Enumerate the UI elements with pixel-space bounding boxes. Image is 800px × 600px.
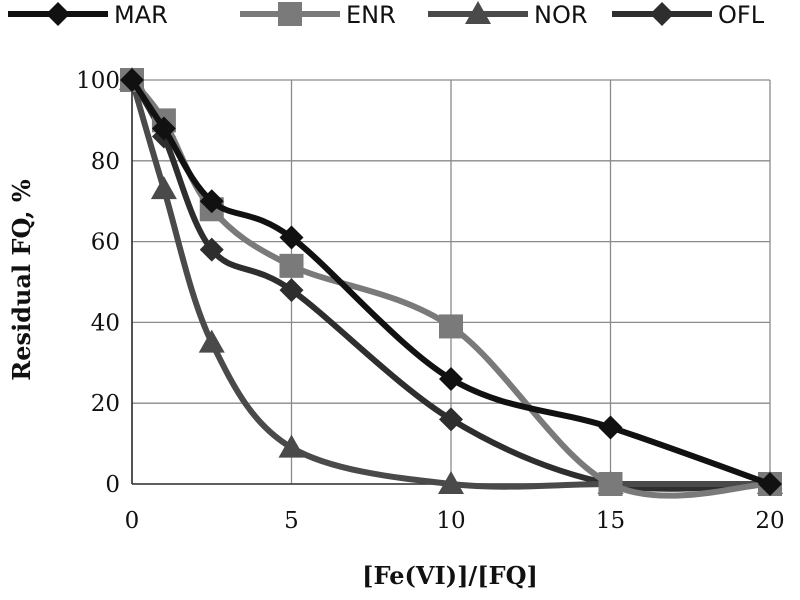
series-group [119, 67, 783, 499]
data-point-diamond [439, 407, 463, 432]
x-axis-title: [Fe(VI)]/[FQ] [362, 561, 538, 590]
y-axis-title: Residual FQ, % [7, 179, 36, 381]
legend-item-ofl: OFL [612, 1, 765, 29]
legend-item-nor: NOR [428, 1, 588, 29]
legend-label-enr: ENR [346, 1, 396, 29]
y-tick-label: 100 [76, 68, 120, 94]
x-tick-label: 15 [596, 508, 625, 534]
data-point-square [598, 472, 623, 496]
data-point-diamond [439, 366, 463, 391]
data-point-diamond [46, 2, 70, 26]
x-tick-label: 0 [125, 508, 140, 534]
data-point-diamond [199, 189, 224, 214]
data-point-triangle [438, 471, 464, 494]
y-tick-label: 40 [91, 310, 120, 336]
data-point-diamond [199, 237, 224, 262]
legend-label-ofl: OFL [718, 1, 765, 29]
axis-ticks: 0 5 10 15 20 0 20 40 60 80 100 [76, 68, 785, 534]
legend: MAR ENR NOR OFL [8, 1, 765, 29]
series-mar [120, 68, 782, 496]
legend-item-enr: ENR [240, 1, 396, 29]
data-point-square [279, 253, 304, 278]
x-tick-label: 5 [284, 508, 299, 534]
data-point-triangle [465, 1, 491, 24]
legend-label-mar: MAR [114, 1, 168, 29]
data-point-square [439, 314, 463, 339]
legend-label-nor: NOR [534, 1, 588, 29]
y-tick-label: 0 [105, 472, 120, 498]
y-tick-label: 60 [91, 230, 120, 256]
data-point-diamond [650, 2, 674, 26]
data-point-triangle [150, 176, 177, 200]
data-point-diamond [279, 278, 304, 303]
data-point-diamond [598, 415, 623, 440]
data-point-diamond [758, 472, 782, 496]
series-line-mar [129, 77, 773, 487]
data-point-square [278, 2, 302, 26]
y-tick-label: 20 [91, 391, 120, 417]
data-point-triangle [198, 329, 225, 353]
legend-item-mar: MAR [8, 1, 168, 29]
y-tick-label: 80 [91, 149, 120, 175]
data-point-diamond [279, 225, 304, 250]
x-tick-label: 20 [755, 508, 784, 534]
data-point-triangle [278, 434, 305, 458]
x-tick-label: 10 [436, 508, 465, 534]
data-point-diamond [151, 116, 176, 141]
data-point-diamond [120, 68, 144, 92]
